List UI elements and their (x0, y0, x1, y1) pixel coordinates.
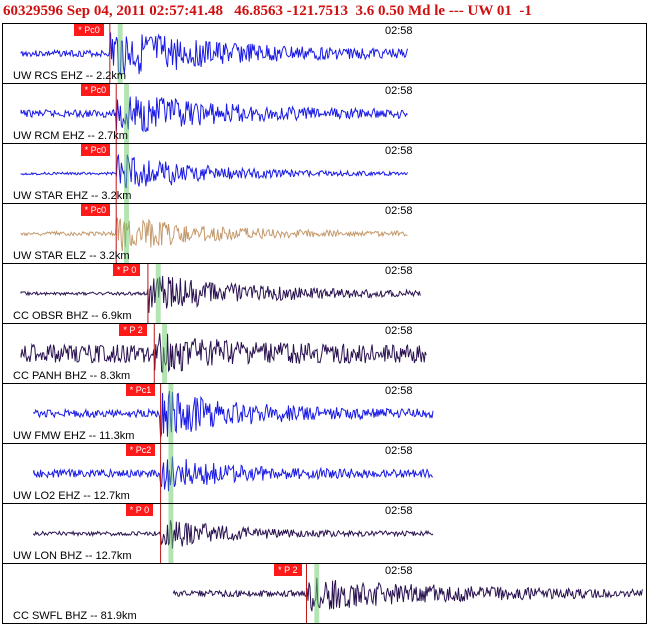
s-window-marker[interactable] (168, 444, 174, 503)
waveform-line (20, 154, 408, 189)
seismogram-panel[interactable]: * P 0 02:58 UW LON BHZ -- 12.7km (2, 503, 647, 564)
s-window-marker[interactable] (124, 204, 129, 263)
seismogram-panel[interactable]: * Pc2 02:58 UW LO2 EHZ -- 12.7km (2, 443, 647, 504)
waveform-line (20, 275, 421, 313)
pick-label[interactable]: * Pc1 (125, 384, 156, 396)
s-window-marker[interactable] (168, 504, 174, 563)
event-title: 60329596 Sep 04, 2011 02:57:41.48 46.856… (3, 3, 532, 19)
time-label: 02:58 (385, 85, 413, 97)
time-label: 02:58 (385, 265, 413, 277)
waveform-line (20, 32, 408, 76)
time-label: 02:58 (385, 145, 413, 157)
seismogram-panel[interactable]: * P 2 02:58 CC PANH BHZ -- 8.3km (2, 323, 647, 384)
seismogram-panel[interactable]: * Pc0 02:58 UW RCS EHZ -- 2.2km (2, 23, 647, 84)
time-label: 02:58 (385, 325, 413, 337)
s-window-marker[interactable] (314, 564, 320, 623)
time-label: 02:58 (385, 565, 413, 577)
waveform-trace (33, 384, 434, 443)
waveform-trace (33, 444, 434, 503)
waveform-line (33, 456, 434, 492)
waveform-line (33, 390, 434, 438)
waveform-trace (20, 324, 427, 383)
time-label: 02:58 (385, 25, 413, 37)
pick-label[interactable]: * P 0 (112, 264, 141, 276)
waveform-line (20, 333, 427, 373)
pick-label[interactable]: * Pc0 (80, 84, 111, 96)
pick-label[interactable]: * Pc0 (74, 24, 104, 36)
waveform-trace (172, 564, 643, 623)
waveform-trace (20, 204, 408, 263)
waveform-line (172, 577, 643, 612)
s-window-marker[interactable] (124, 144, 129, 203)
waveform-trace (20, 84, 408, 143)
pick-label[interactable]: * Pc0 (80, 144, 111, 156)
station-label: CC SWFL BHZ -- 81.9km (13, 610, 137, 622)
seismogram-panel[interactable]: * P 0 02:58 CC OBSR BHZ -- 6.9km (2, 263, 647, 324)
waveform-trace (20, 264, 421, 323)
station-label: UW LON BHZ -- 12.7km (13, 550, 132, 562)
waveform-line (20, 96, 408, 133)
pick-label[interactable]: * Pc0 (80, 204, 111, 216)
pick-label[interactable]: * Pc2 (125, 444, 156, 456)
station-label: CC PANH BHZ -- 8.3km (13, 370, 131, 382)
station-label: UW LO2 EHZ -- 12.7km (13, 490, 130, 502)
s-window-marker[interactable] (162, 324, 168, 383)
s-window-marker[interactable] (124, 84, 129, 143)
seismogram-panel[interactable]: * Pc0 02:58 UW STAR EHZ -- 3.2km (2, 143, 647, 204)
seismogram-panels: * Pc0 02:58 UW RCS EHZ -- 2.2km * Pc0 02:58 U… (0, 23, 649, 626)
time-label: 02:58 (385, 205, 413, 217)
waveform-line (33, 520, 434, 549)
waveform-trace (33, 504, 434, 563)
waveform-trace (20, 24, 408, 83)
seismogram-panel[interactable]: * P 2 02:58 CC SWFL BHZ -- 81.9km (2, 563, 647, 624)
pick-label[interactable]: * P 2 (119, 324, 147, 336)
seismogram-panel[interactable]: * Pc1 02:58 UW FMW EHZ -- 11.3km (2, 383, 647, 444)
s-window-marker[interactable] (168, 384, 174, 443)
time-label: 02:58 (385, 505, 413, 517)
waveform-trace (20, 144, 408, 203)
seismogram-panel[interactable]: * Pc0 02:58 UW RCM EHZ -- 2.7km (2, 83, 647, 144)
s-window-marker[interactable] (155, 264, 161, 323)
seismogram-panel[interactable]: * Pc0 02:58 UW STAR ELZ -- 3.2km (2, 203, 647, 264)
event-header: 60329596 Sep 04, 2011 02:57:41.48 46.856… (0, 0, 649, 22)
station-label: CC OBSR BHZ -- 6.9km (13, 310, 132, 322)
station-label: UW STAR EHZ -- 3.2km (13, 190, 132, 202)
waveform-line (20, 217, 408, 252)
station-label: UW RCS EHZ -- 2.2km (13, 70, 127, 82)
station-label: UW STAR ELZ -- 3.2km (13, 250, 130, 262)
pick-label[interactable]: * P 0 (125, 504, 154, 516)
time-label: 02:58 (385, 445, 413, 457)
station-label: UW FMW EHZ -- 11.3km (13, 430, 135, 442)
time-label: 02:58 (385, 385, 413, 397)
s-window-marker[interactable] (117, 24, 123, 83)
station-label: UW RCM EHZ -- 2.7km (13, 130, 128, 142)
pick-label[interactable]: * P 2 (274, 564, 302, 576)
